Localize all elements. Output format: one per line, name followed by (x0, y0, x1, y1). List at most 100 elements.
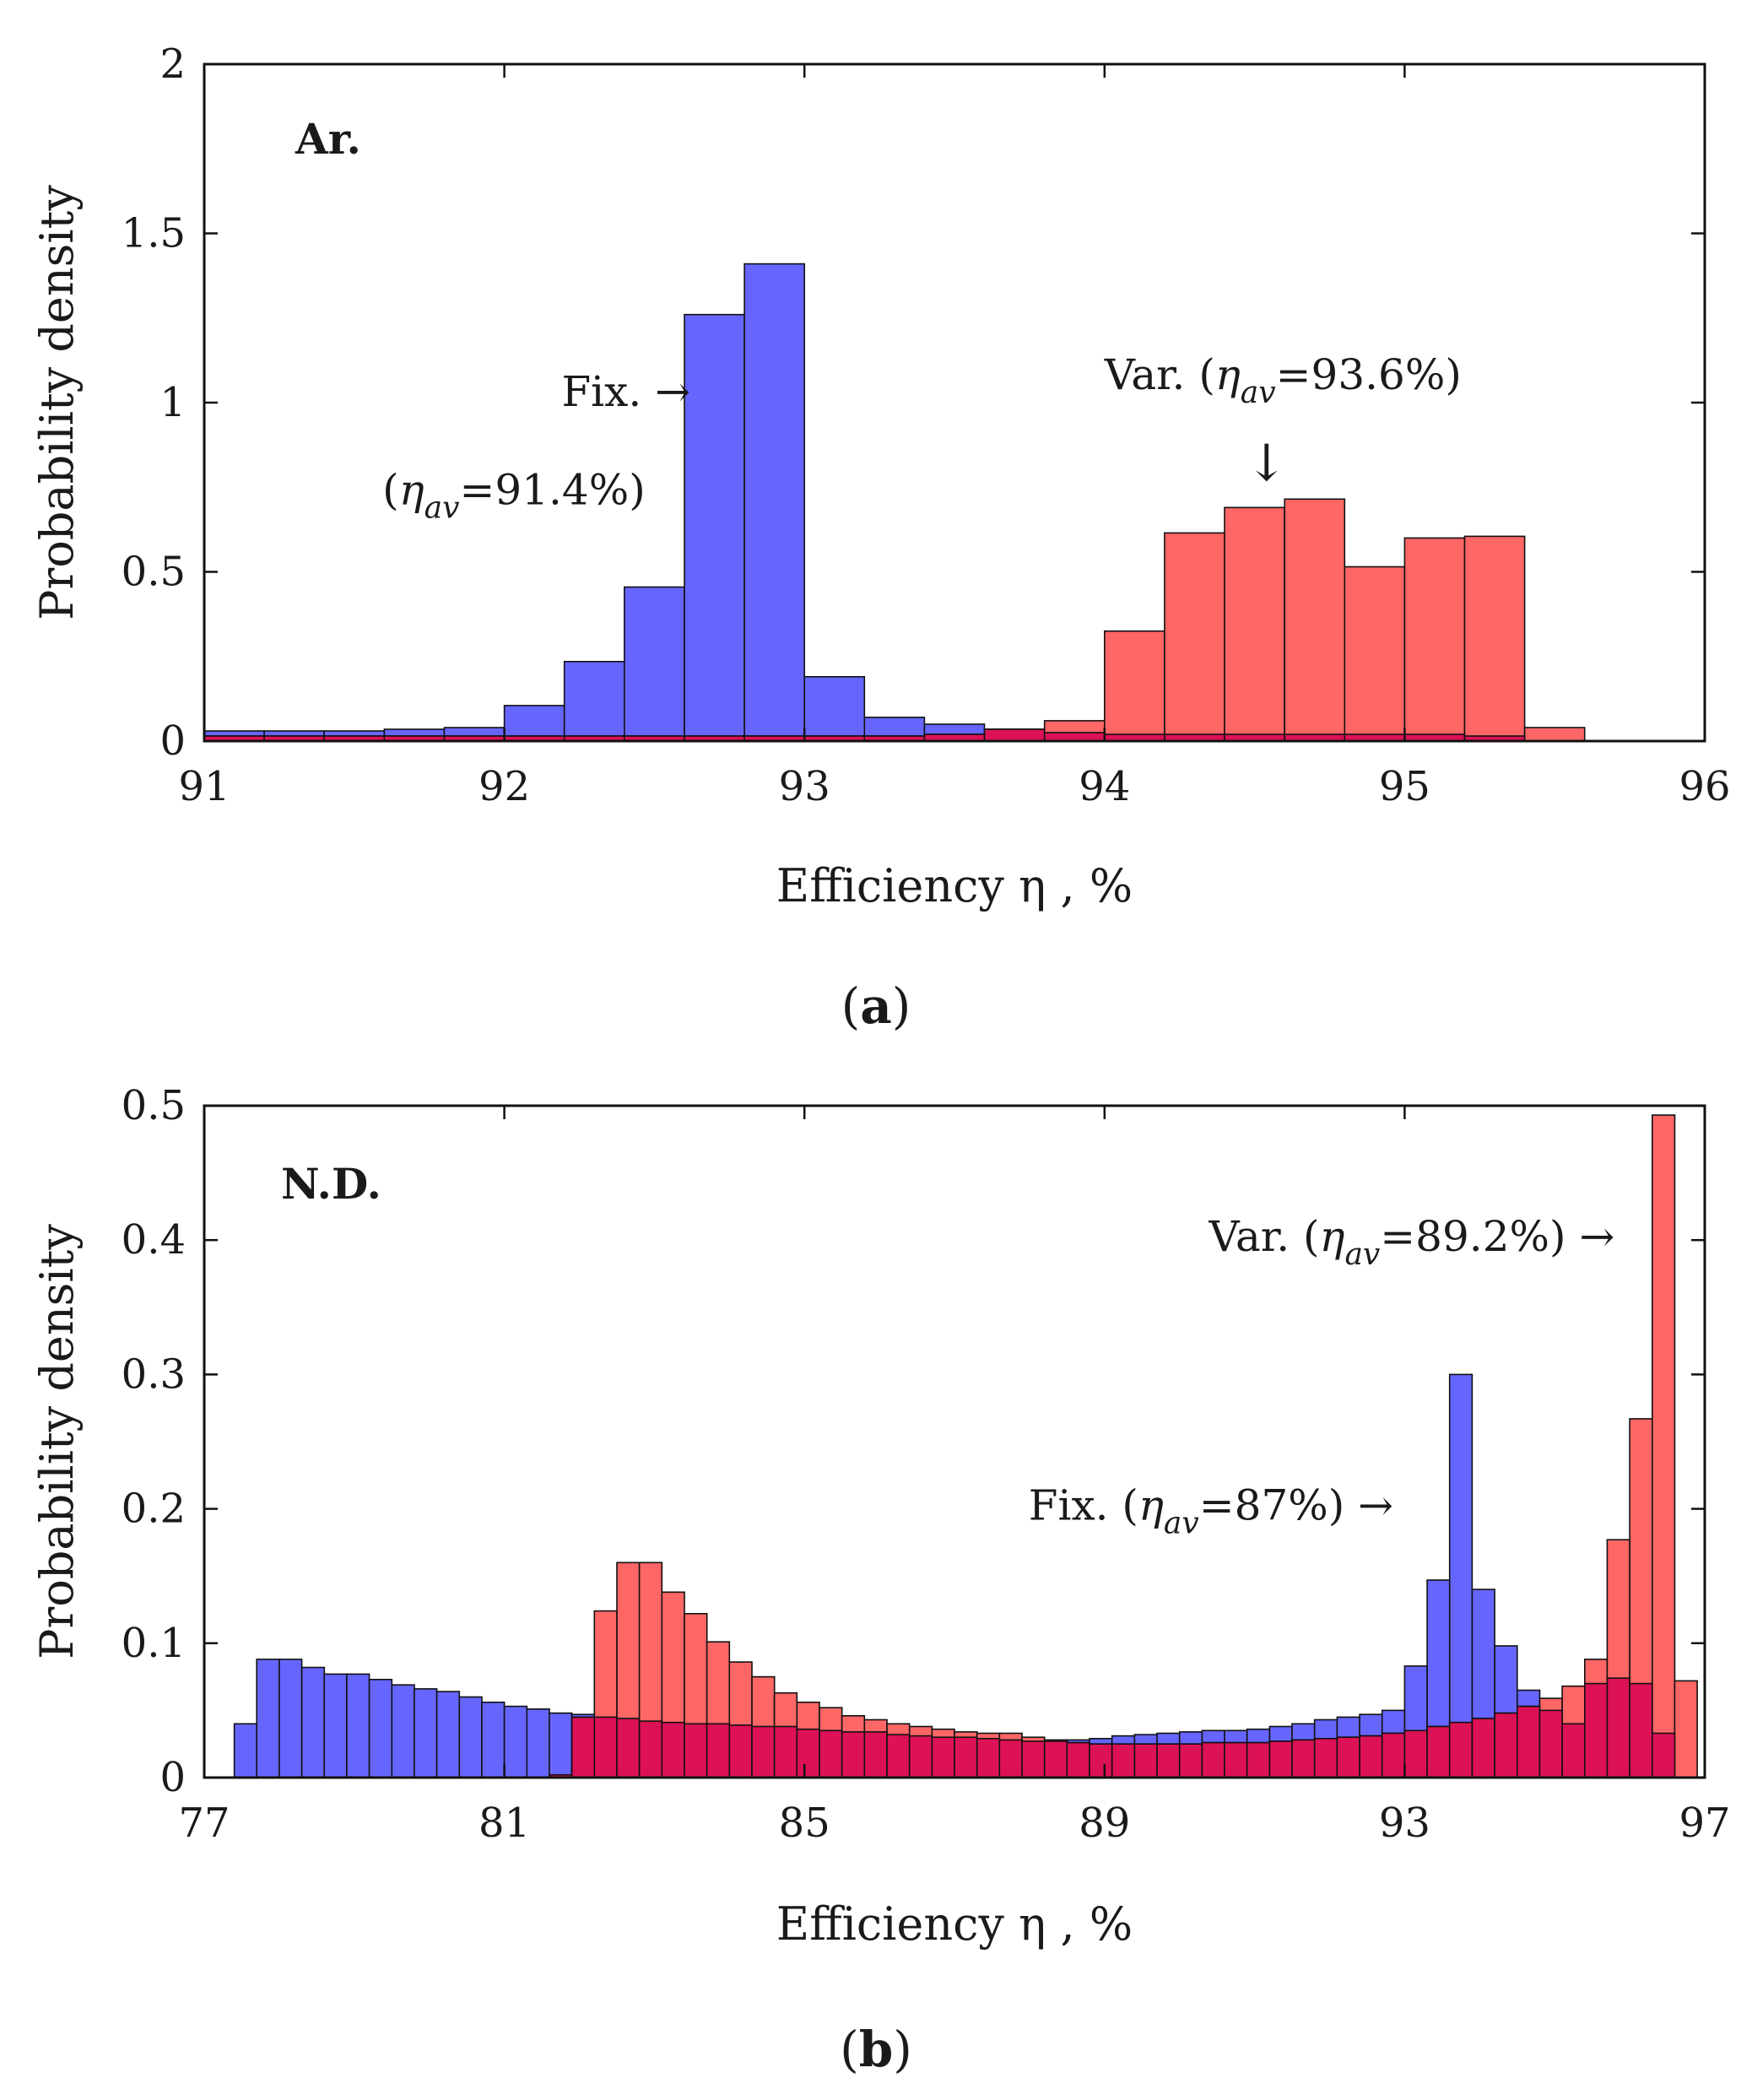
annotation-suffix: =89.2%) → (1380, 1212, 1614, 1261)
x-tick-label: 77 (178, 1800, 230, 1847)
caption-b-close-paren: ) (893, 2021, 912, 2078)
variable-bar (1652, 1114, 1676, 1778)
overlap-bar (1043, 1740, 1068, 1778)
panel-a-bars (203, 262, 1586, 742)
panel-a-annotations: Fix. →(ηav=91.4%)Var. (ηav=93.6%)↓ (382, 350, 1462, 525)
annotation: (ηav=91.4%) (382, 465, 646, 525)
x-tick-label: 97 (1679, 1800, 1730, 1847)
panel-b-bars (233, 1114, 1698, 1778)
overlap-bar (1606, 1677, 1630, 1778)
fixed-bar (458, 1696, 483, 1778)
caption-b-letter: b (859, 2021, 894, 2078)
overlap-bar (1336, 1736, 1360, 1778)
overlap-bar (616, 1718, 641, 1778)
overlap-bar (1268, 1740, 1293, 1778)
overlap-bar (1291, 1739, 1316, 1778)
overlap-bar (1089, 1743, 1113, 1778)
panel-a-chart: 91 92 93 94 95 96 0 0.5 1 1.5 2 Ar. Efficiency η ,… (30, 41, 1731, 1035)
y-tick-label: 0.1 (122, 1620, 186, 1667)
annotation: Var. (ηav=89.2%) → (1208, 1212, 1614, 1272)
fixed-bar (368, 1679, 393, 1778)
panel-a-y-axis-label: Probability density (30, 185, 84, 620)
eta-subscript: av (424, 490, 460, 525)
fixed-bar (278, 1659, 303, 1778)
variable-bar (1463, 535, 1526, 742)
y-tick-label: 0.3 (122, 1350, 186, 1398)
overlap-bar (1629, 1682, 1653, 1778)
variable-bar (1523, 727, 1586, 742)
fixed-bar (803, 675, 866, 742)
fixed-bar (481, 1702, 506, 1778)
fixed-bar (684, 313, 745, 742)
overlap-bar (1359, 1735, 1383, 1778)
eta-subscript: av (1241, 376, 1276, 410)
y-tick-label: 0.5 (122, 549, 186, 596)
variable-bar (1403, 537, 1466, 742)
panel-a-x-axis-label: Efficiency η , % (776, 859, 1133, 912)
caption-a-open-paren: ( (841, 977, 861, 1035)
overlap-bar (983, 728, 1046, 742)
fixed-bar (323, 1673, 348, 1778)
caption-b-open-paren: ( (840, 2021, 859, 2078)
overlap-bar (1426, 1725, 1451, 1778)
fixed-bar (549, 1712, 573, 1778)
overlap-bar (1066, 1741, 1090, 1778)
panel-b-annotations: Var. (ηav=89.2%) →Fix. (ηav=87%) → (1029, 1212, 1615, 1540)
x-tick-label: 96 (1679, 763, 1730, 810)
overlap-bar (976, 1738, 1001, 1778)
y-tick-label: 0 (160, 1754, 186, 1801)
y-tick-label: 0.5 (122, 1082, 186, 1129)
panel-b-y-axis-label: Probability density (30, 1224, 84, 1659)
overlap-bar (863, 1731, 888, 1778)
y-tick-label: 0.2 (122, 1486, 186, 1533)
x-tick-label: 94 (1079, 763, 1130, 810)
overlap-bar (819, 1729, 843, 1778)
overlap-bar (1471, 1718, 1495, 1778)
y-tick-label: 0 (160, 717, 186, 765)
eta-subscript: av (1164, 1506, 1199, 1540)
overlap-bar (1381, 1732, 1406, 1778)
overlap-bar (1561, 1723, 1586, 1778)
variable-bar (1674, 1680, 1698, 1778)
eta-subscript: av (1344, 1237, 1380, 1272)
overlap-bar (796, 1728, 820, 1778)
overlap-bar (908, 1735, 933, 1778)
overlap-bar (706, 1723, 731, 1778)
x-tick-label: 92 (479, 763, 530, 810)
overlap-bar (570, 1716, 596, 1778)
annotation-prefix: Var. ( (1104, 350, 1215, 399)
overlap-bar (1652, 1732, 1676, 1778)
panel-b-caption: (b) (840, 2021, 912, 2078)
fixed-bar (503, 1705, 528, 1778)
overlap-bar (1246, 1741, 1271, 1778)
fixed-bar (623, 586, 685, 742)
eta-symbol: η (1320, 1212, 1345, 1261)
y-tick-label: 1 (160, 379, 186, 426)
annotation-suffix: =91.4%) (459, 465, 645, 514)
annotation: Fix. (ηav=87%) → (1029, 1480, 1393, 1540)
panel-b-x-axis-label: Efficiency η , % (776, 1897, 1133, 1951)
x-tick-label: 93 (1379, 1800, 1430, 1847)
overlap-bar (684, 1723, 708, 1778)
overlap-bar (1133, 1743, 1158, 1778)
fixed-bar (391, 1684, 415, 1778)
overlap-bar (1517, 1705, 1541, 1778)
x-tick-label: 93 (779, 763, 830, 810)
caption-a-close-paren: ) (892, 977, 911, 1035)
overlap-bar (998, 1739, 1023, 1778)
eta-symbol: η (1138, 1480, 1164, 1529)
annotation-suffix: =87%) → (1199, 1480, 1393, 1529)
annotation-prefix: Fix. ( (1029, 1480, 1138, 1529)
variable-bar (1104, 630, 1165, 742)
overlap-bar (638, 1720, 663, 1778)
overlap-bar (886, 1734, 911, 1778)
annotation-suffix: =93.6%) (1276, 350, 1462, 399)
panel-b-ticks: 77 81 85 89 93 97 0 0.1 0.2 0.3 0.4 0.5 (122, 1082, 1731, 1847)
overlap-bar (1156, 1743, 1181, 1778)
overlap-bar (593, 1716, 618, 1778)
variable-bar (1224, 506, 1285, 742)
overlap-bar (1224, 1741, 1248, 1778)
overlap-bar (1021, 1740, 1046, 1778)
fixed-bar (256, 1659, 280, 1778)
